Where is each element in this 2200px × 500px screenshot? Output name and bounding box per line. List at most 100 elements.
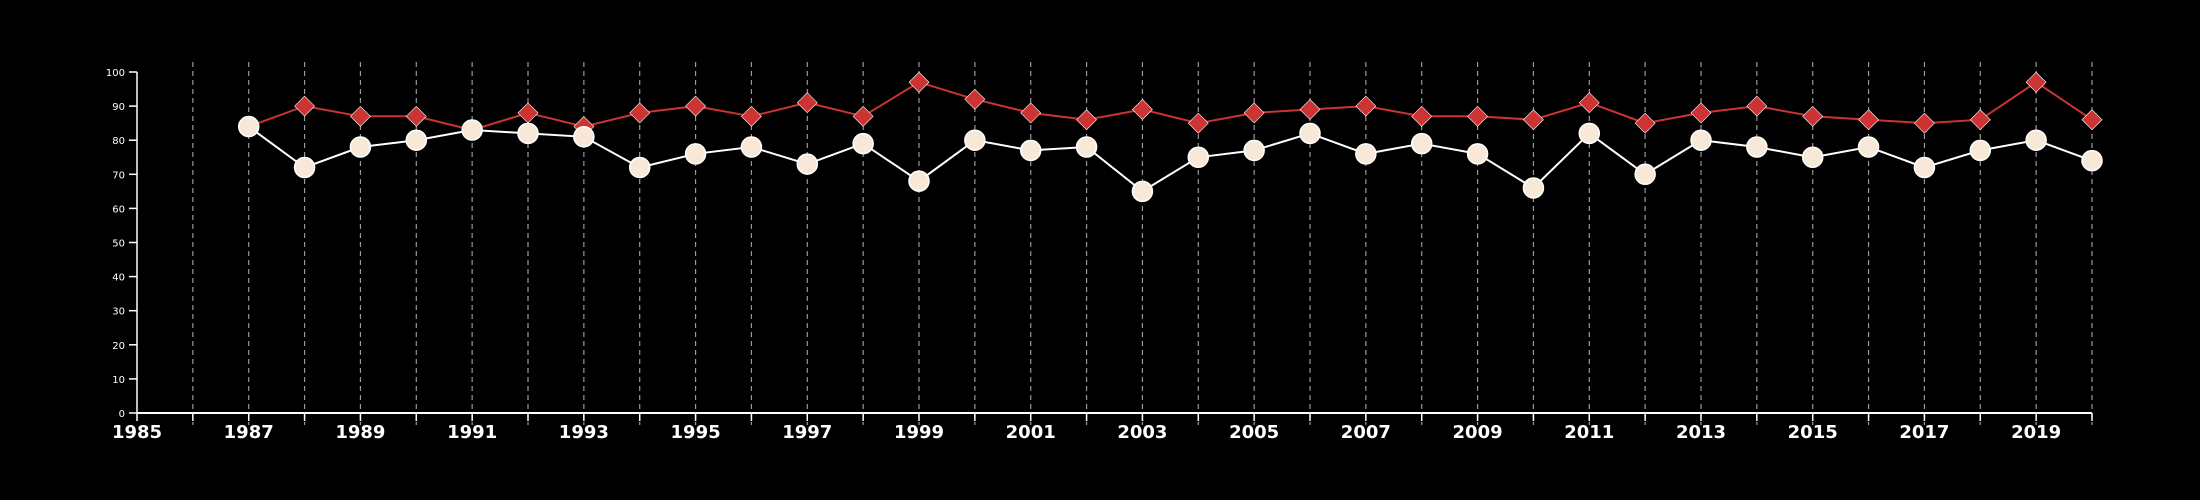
series-1-point — [1523, 109, 1544, 131]
series-2-point — [1969, 139, 1992, 162]
series-2-point — [1299, 122, 1321, 145]
y-tick-label: 50 — [112, 239, 125, 250]
series-1-point — [1914, 112, 1935, 134]
series-2-point — [1410, 132, 1433, 155]
y-tick-label: 40 — [112, 273, 125, 284]
series-2-point — [1466, 143, 1489, 165]
series-1-point — [1299, 99, 1321, 120]
series-1-point — [2081, 109, 2103, 131]
series-1-point — [741, 105, 762, 127]
x-tick-label: 1999 — [894, 422, 944, 443]
x-tick-label: 1995 — [671, 422, 721, 443]
series-1-point — [405, 105, 427, 127]
series-2-point — [852, 132, 874, 155]
x-tick-label: 2001 — [1006, 422, 1056, 443]
series-2-point — [1187, 146, 1210, 168]
series-2-point — [1019, 139, 1042, 162]
series-1-point — [964, 88, 986, 110]
x-tick-label: 1991 — [447, 422, 497, 443]
series-2-point — [964, 129, 986, 151]
series-1-point — [1467, 105, 1488, 127]
x-tick-label: 2017 — [1899, 422, 1949, 443]
series-2-point — [1355, 143, 1377, 165]
y-tick-label: 20 — [112, 341, 125, 352]
series-2-point — [908, 170, 930, 192]
y-tick-label: 30 — [112, 307, 125, 318]
series-2-point — [684, 143, 707, 165]
series-2-point — [2025, 129, 2047, 151]
series-2-point — [293, 156, 316, 179]
series-2-point — [405, 129, 428, 151]
series-1-point — [1746, 95, 1768, 117]
x-tick-label: 1997 — [782, 422, 832, 443]
series-2-point — [1746, 136, 1768, 158]
series-1-point — [1578, 92, 1600, 114]
x-tick-label: 1985 — [112, 422, 162, 443]
series-2-point — [796, 153, 819, 175]
series-1-point — [1411, 105, 1433, 127]
x-tick-label: 1989 — [335, 422, 385, 443]
series-1-point — [2025, 71, 2047, 93]
series-2-point — [461, 119, 483, 141]
y-tick-label: 70 — [112, 170, 125, 181]
series-2-point — [1690, 129, 1712, 151]
x-tick-label: 2005 — [1229, 422, 1279, 443]
series-1-point — [1020, 102, 1042, 124]
y-tick-label: 10 — [112, 375, 125, 386]
series-1-point — [1187, 112, 1209, 134]
series-1-point — [1969, 109, 1991, 131]
series-2-point — [1634, 163, 1656, 186]
series-1-point — [1355, 95, 1377, 117]
series-1-point — [350, 105, 371, 127]
y-tick-label: 0 — [119, 409, 125, 420]
series-2-point — [740, 136, 763, 158]
series-1-point — [1132, 99, 1153, 120]
series-1-point — [1076, 109, 1097, 131]
x-tick-label: 2007 — [1341, 422, 1391, 443]
series-2-point — [1131, 180, 1154, 203]
axes: 0 10 20 30 40 50 60 70 80 90 100 1985 1987 1989 1991 19… — [106, 68, 2093, 443]
x-tick-label: 2009 — [1453, 422, 1503, 443]
series-1-point — [1690, 102, 1712, 124]
series-1-point — [908, 71, 930, 93]
y-tick-label: 90 — [112, 102, 125, 113]
series-1-point — [1802, 105, 1824, 127]
series-1-line — [248, 80, 2093, 132]
x-tick-label: 1993 — [559, 422, 609, 443]
x-tick-label: 2003 — [1117, 422, 1167, 443]
series-1-point — [796, 92, 818, 114]
series-2-point — [517, 122, 539, 145]
series-1-point — [1243, 102, 1265, 124]
series-2-point — [1075, 136, 1098, 158]
series-2-point — [1913, 156, 1936, 179]
series-layer — [237, 71, 2103, 203]
series-2-point — [2081, 149, 2103, 172]
series-1-point — [629, 102, 651, 124]
x-tick-label: 2013 — [1676, 422, 1726, 443]
grid-lines — [192, 62, 2093, 425]
x-tick-label: 2019 — [2011, 422, 2061, 443]
series-1-point — [1634, 112, 1656, 134]
series-2-point — [573, 126, 595, 148]
series-2-point — [1857, 136, 1880, 158]
series-1-point — [1858, 109, 1879, 131]
series-2-point — [237, 115, 260, 138]
series-1-point — [685, 95, 706, 117]
series-1-point — [852, 105, 874, 127]
x-tick-label: 1987 — [224, 422, 274, 443]
x-tick-label: 2015 — [1788, 422, 1838, 443]
x-tick-label: 2011 — [1564, 422, 1614, 443]
y-tick-label: 80 — [112, 136, 125, 147]
series-2-point — [628, 156, 651, 179]
series-2-point — [1578, 122, 1601, 145]
series-2-point — [1243, 139, 1265, 162]
y-tick-label: 60 — [112, 204, 125, 215]
series-2-point — [1801, 146, 1824, 168]
series-2-line — [248, 125, 2093, 193]
series-2-point — [1522, 177, 1545, 199]
series-2-point — [349, 136, 372, 158]
y-tick-label: 100 — [106, 68, 125, 79]
series-1-point — [294, 95, 315, 117]
